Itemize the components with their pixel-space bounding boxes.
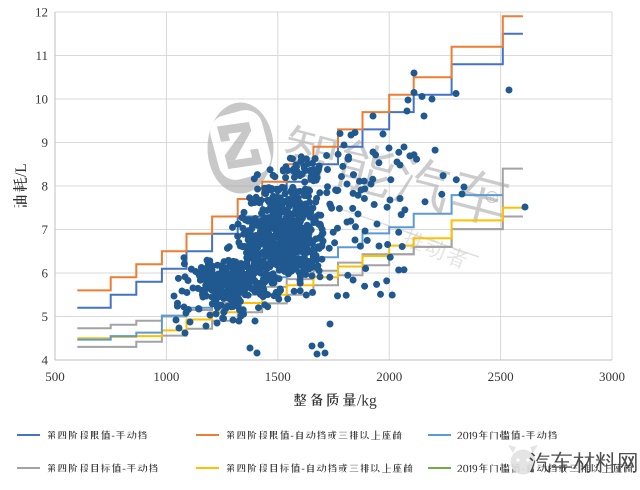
svg-text:2500: 2500 xyxy=(488,369,514,384)
svg-text:5: 5 xyxy=(42,309,49,324)
svg-text:1000: 1000 xyxy=(153,369,179,384)
svg-text:10: 10 xyxy=(35,92,48,107)
svg-text:R: R xyxy=(489,194,495,203)
svg-text:7: 7 xyxy=(42,222,49,237)
svg-text:2000: 2000 xyxy=(376,369,402,384)
svg-text:4: 4 xyxy=(42,353,49,368)
svg-text:11: 11 xyxy=(35,48,48,63)
svg-text:12: 12 xyxy=(35,5,48,20)
svg-text:/kg: /kg xyxy=(357,393,377,410)
svg-text:9: 9 xyxy=(42,135,49,150)
svg-text:/L: /L xyxy=(13,163,30,177)
svg-text:1500: 1500 xyxy=(265,369,291,384)
svg-text:8: 8 xyxy=(42,179,49,194)
svg-text:3000: 3000 xyxy=(599,369,625,384)
svg-text:500: 500 xyxy=(45,369,65,384)
svg-text:6: 6 xyxy=(42,266,49,281)
